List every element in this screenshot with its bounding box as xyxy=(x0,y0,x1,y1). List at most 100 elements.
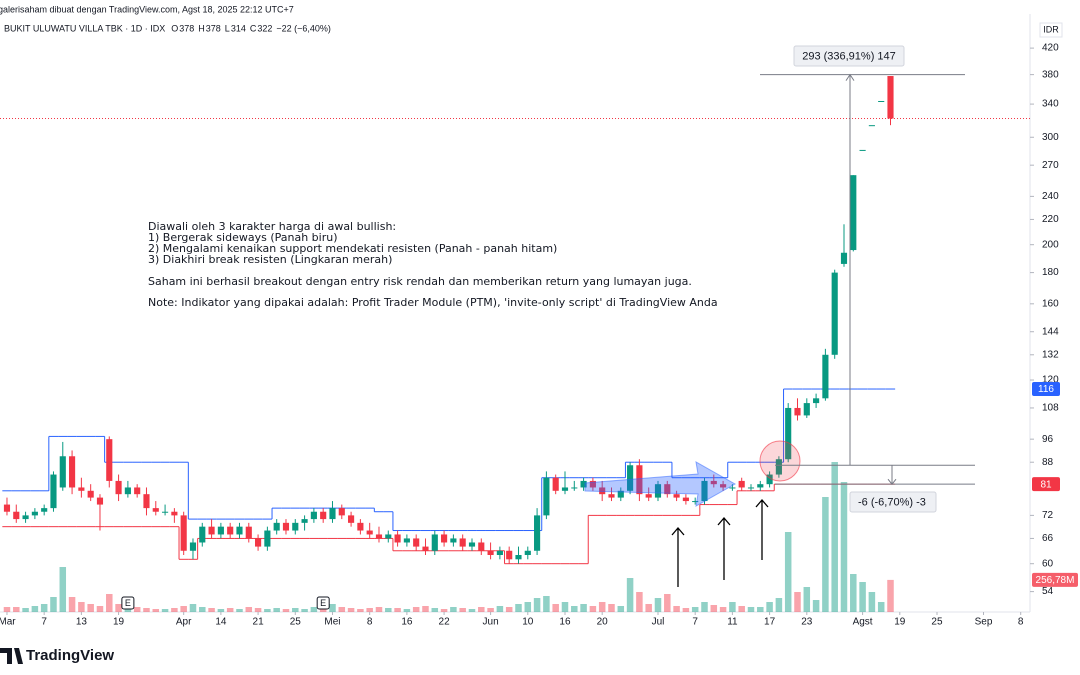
volume-bar xyxy=(812,600,820,612)
volume-bar xyxy=(115,604,122,612)
header: galerisaham dibuat dengan TradingView.co… xyxy=(0,4,294,14)
candle-body xyxy=(506,550,513,560)
y-tick-label: 144 xyxy=(1042,326,1059,337)
volume-bar xyxy=(478,607,485,612)
candle-body xyxy=(645,494,652,498)
volume-bar xyxy=(664,594,671,612)
candle-body xyxy=(887,76,894,119)
volume-bar xyxy=(440,609,448,612)
candle-body xyxy=(422,546,429,551)
volume-bar xyxy=(357,609,364,612)
x-tick-label: 25 xyxy=(931,617,943,628)
brand: TradingView xyxy=(0,647,114,664)
volume-bar xyxy=(282,609,290,612)
candle-body xyxy=(273,522,280,531)
notes: Diawali oleh 3 karakter harga di awal bu… xyxy=(148,220,718,309)
volume-bar xyxy=(487,608,494,612)
volume-bar xyxy=(868,592,876,612)
brand-name: TradingView xyxy=(26,647,114,664)
volume-bar xyxy=(729,602,736,612)
support-arrows xyxy=(671,499,769,587)
volume-bar xyxy=(13,607,20,612)
x-tick-label: 22 xyxy=(439,617,451,628)
x-tick-label: 14 xyxy=(215,617,227,628)
y-tick-label: 200 xyxy=(1042,239,1059,250)
volume-bar xyxy=(468,609,476,612)
candle-body xyxy=(329,508,336,520)
candle-body xyxy=(152,508,159,512)
candle-body xyxy=(124,487,131,495)
candle-body xyxy=(543,477,550,516)
x-tick-label: 20 xyxy=(597,617,609,628)
candle-body xyxy=(450,538,457,543)
x-tick-label: 10 xyxy=(522,617,534,628)
x-tick-label: 21 xyxy=(253,617,265,628)
y-tick-label: 96 xyxy=(1042,434,1054,445)
x-tick-label: 8 xyxy=(367,617,373,628)
candle-body xyxy=(78,487,85,491)
volume-bar xyxy=(59,567,67,612)
note: 1) Bergerak sideways (Panah biru) xyxy=(148,231,338,244)
volume-bar xyxy=(422,606,429,612)
candle-body xyxy=(840,252,848,264)
x-tick-label: 13 xyxy=(76,617,88,628)
x-tick-label: Mei xyxy=(324,617,340,628)
y-tick-label: 180 xyxy=(1042,267,1059,278)
candle-body xyxy=(478,542,485,551)
x-tick-label: Jun xyxy=(483,617,499,628)
candle-body xyxy=(403,538,410,543)
legend-label: L xyxy=(225,23,230,33)
drawings xyxy=(584,440,801,587)
note: 2) Mengalami kenaikan support mendekati … xyxy=(148,242,557,255)
volume-bar xyxy=(701,602,708,612)
event-label: E xyxy=(320,598,326,608)
volume-bar xyxy=(189,604,197,612)
event-label: E xyxy=(125,598,131,608)
x-tick-label: 23 xyxy=(801,617,813,628)
volume-bar xyxy=(292,608,299,612)
candle-body xyxy=(766,474,773,485)
volume-bar xyxy=(803,587,811,612)
candle-body xyxy=(348,515,355,523)
measure-box xyxy=(849,491,937,513)
volume-bar xyxy=(254,608,262,612)
candle-body xyxy=(524,550,531,556)
symbol: BUKIT ULUWATU VILLA TBK · 1D · IDX xyxy=(4,23,165,33)
candle-body xyxy=(385,534,392,539)
candle-body xyxy=(692,501,699,503)
legend-value: 314 xyxy=(231,23,246,33)
y-tick-label: 270 xyxy=(1042,160,1059,171)
candle-body xyxy=(813,398,820,404)
volume-bar xyxy=(459,608,466,612)
volume-bar xyxy=(608,604,615,612)
candle-body xyxy=(654,484,662,498)
x-tick-label: 7 xyxy=(692,617,698,628)
note: Saham ini berhasil breakout dengan entry… xyxy=(148,275,692,288)
volume-bar xyxy=(571,606,578,612)
candle-body xyxy=(738,480,745,488)
candle-body xyxy=(468,542,476,547)
candle-body xyxy=(199,526,206,543)
black-arrow xyxy=(717,517,731,580)
legend-label: C xyxy=(250,23,257,33)
candle-body xyxy=(301,519,308,523)
candle-body xyxy=(394,534,401,543)
candle-body xyxy=(106,439,113,481)
y-tick-label: 220 xyxy=(1042,214,1059,225)
candle-body xyxy=(189,542,197,551)
volume-bar xyxy=(133,607,141,612)
y-tick-label: 120 xyxy=(1042,375,1059,386)
candle-body xyxy=(431,534,438,551)
y-tick-label: 380 xyxy=(1042,69,1059,80)
y-tick-label: 88 xyxy=(1042,457,1054,468)
candle-body xyxy=(413,538,420,547)
measure-box xyxy=(793,45,905,67)
volume-bar xyxy=(338,607,346,612)
legend-value: 378 xyxy=(179,23,194,33)
legend-label: O xyxy=(171,23,178,33)
volume-bar xyxy=(850,574,857,612)
candle-body xyxy=(599,487,606,495)
volume-bar xyxy=(143,608,150,612)
volume-bar xyxy=(180,606,187,612)
